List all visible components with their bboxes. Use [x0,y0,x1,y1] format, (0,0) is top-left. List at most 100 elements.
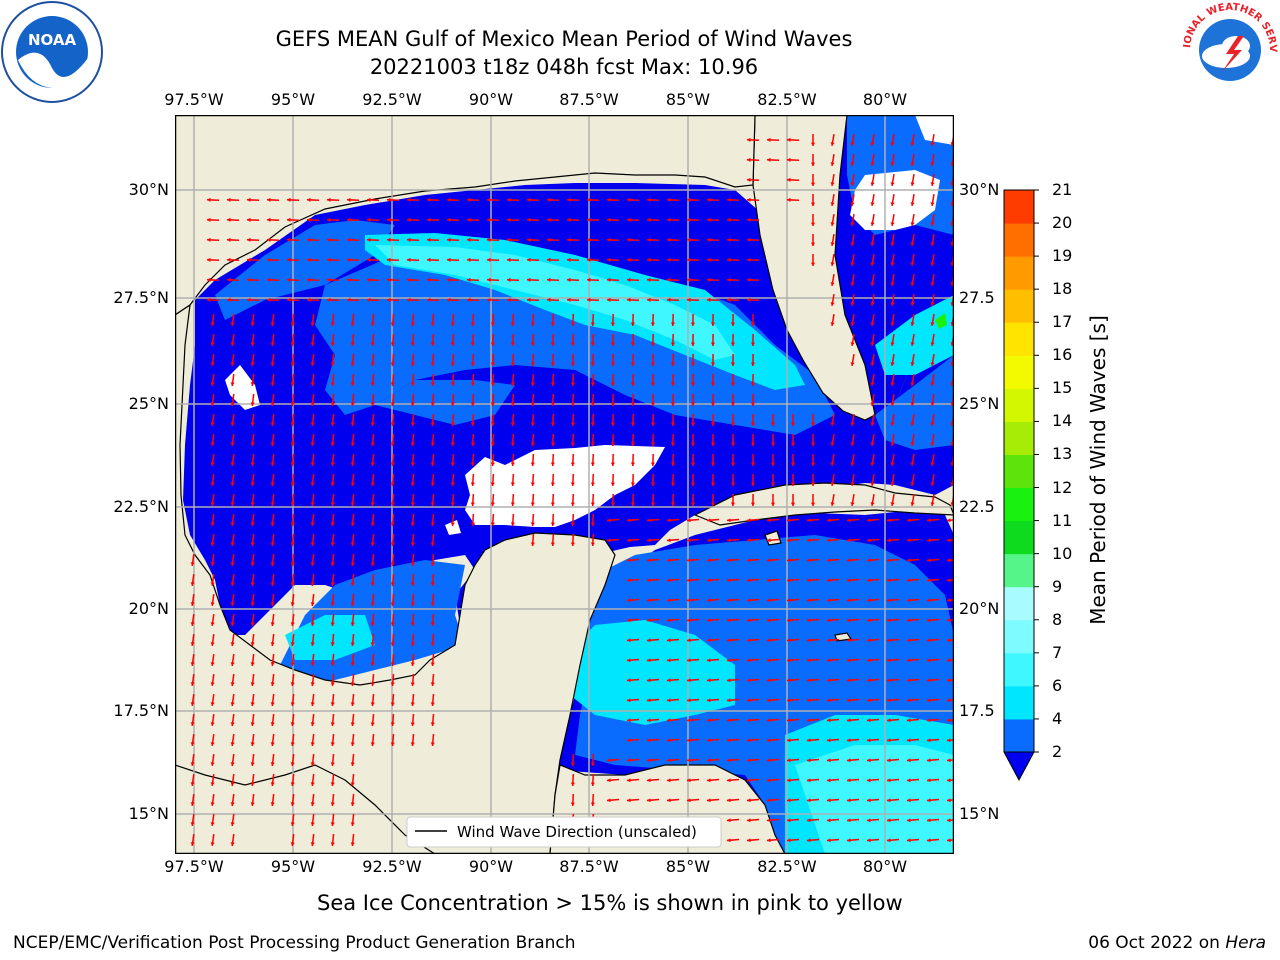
wind-arrow-head [830,182,835,186]
wind-arrow-head [590,342,595,346]
wind-arrow-head [667,738,671,743]
wind-arrow-head [627,297,631,302]
wind-arrow-head [830,242,835,246]
wind-arrow-head [210,702,215,706]
wind-arrow-head [427,217,431,222]
wind-arrow-head [387,297,391,302]
wind-arrow-head [230,722,235,726]
wind-arrow-head [847,818,851,823]
wind-arrow-head [570,502,575,506]
wind-arrow-head [910,402,915,406]
wind-arrow-head [587,197,591,202]
wind-arrow-head [570,482,575,486]
wind-arrow-head [310,842,315,846]
wind-arrow-head [310,682,315,686]
wind-arrow-head [867,638,871,643]
wind-arrow-head [250,422,255,426]
wind-arrow-head [490,402,495,406]
wind-arrow-head [747,738,751,743]
wind-arrow-head [370,462,375,466]
wind-arrow-head [870,222,875,226]
wind-arrow-head [787,718,791,723]
wind-arrow-head [350,782,355,786]
wind-arrow-head [607,518,611,523]
wind-arrow-head [710,502,715,506]
wind-arrow-head [227,237,231,242]
lat-label-right: 17.5 [959,701,995,720]
wind-arrow-head [687,538,691,543]
wind-arrow-head [390,462,395,466]
wind-arrow-head [907,678,911,683]
wind-arrow-head [930,322,935,326]
wind-arrow-head [687,618,691,623]
wind-arrow-head [870,442,875,446]
wind-arrow-head [927,598,931,603]
wind-arrow-head [450,342,455,346]
wind-arrow-head [290,482,295,486]
wind-arrow-head [830,322,835,326]
lat-label-right: 27.5 [959,288,995,307]
wind-arrow-head [350,322,355,326]
wind-arrow-head [330,662,335,666]
wind-arrow-head [847,578,851,583]
wind-arrow-head [927,798,931,803]
wind-arrow-head [770,502,775,506]
wind-arrow-head [827,618,831,623]
wind-arrow-head [210,322,215,326]
wind-arrow-head [630,502,635,506]
wind-arrow-head [747,538,751,543]
wind-arrow-head [830,482,835,486]
wind-arrow-head [890,162,895,166]
wind-arrow-head [807,738,811,743]
wind-arrow-head [550,502,555,506]
wind-arrow-head [530,522,535,526]
wind-arrow-head [847,718,851,723]
wind-arrow-head [230,442,235,446]
wind-arrow-head [847,598,851,603]
wind-arrow-head [830,282,835,286]
wind-arrow-head [687,277,691,282]
wind-arrow-head [627,237,631,242]
wind-arrow-head [230,822,235,826]
wind-arrow-head [230,742,235,746]
wind-arrow-head [670,362,675,366]
lat-label-right: 20°N [959,599,1000,618]
wind-arrow-head [330,402,335,406]
wind-arrow-head [270,502,275,506]
wind-arrow-head [550,422,555,426]
wind-arrow-head [310,322,315,326]
wind-arrow-head [727,638,731,643]
wind-arrow-head [407,257,411,262]
wind-arrow-head [907,778,911,783]
wind-arrow-head [687,518,691,523]
wind-arrow-head [330,522,335,526]
wind-arrow-head [450,462,455,466]
wind-arrow-head [910,282,915,286]
wind-arrow-head [190,682,195,686]
wind-arrow-head [747,638,751,643]
wind-arrow-head [647,297,651,302]
wind-arrow-head [807,698,811,703]
wind-arrow-head [230,462,235,466]
wind-arrow-head [310,622,315,626]
wind-arrow-head [210,482,215,486]
colorbar-tick-label: 21 [1052,180,1073,199]
wind-arrow-head [590,442,595,446]
wind-arrow-head [887,638,891,643]
wind-arrow-head [467,197,471,202]
wind-arrow-head [230,762,235,766]
wind-arrow-head [250,382,255,386]
wind-arrow-head [490,522,495,526]
wind-arrow-head [930,182,935,186]
wind-arrow-head [807,778,811,783]
wind-arrow-head [707,718,711,723]
lon-label-bottom: 95°W [270,857,316,876]
wind-arrow-head [370,722,375,726]
wind-arrow-head [810,262,816,266]
wind-arrow-head [227,217,231,222]
wind-arrow-head [650,402,655,406]
wind-arrow-head [447,277,451,282]
colorbar-tick-label: 19 [1052,246,1073,266]
wind-arrow-head [350,522,355,526]
wind-arrow-head [850,182,855,186]
